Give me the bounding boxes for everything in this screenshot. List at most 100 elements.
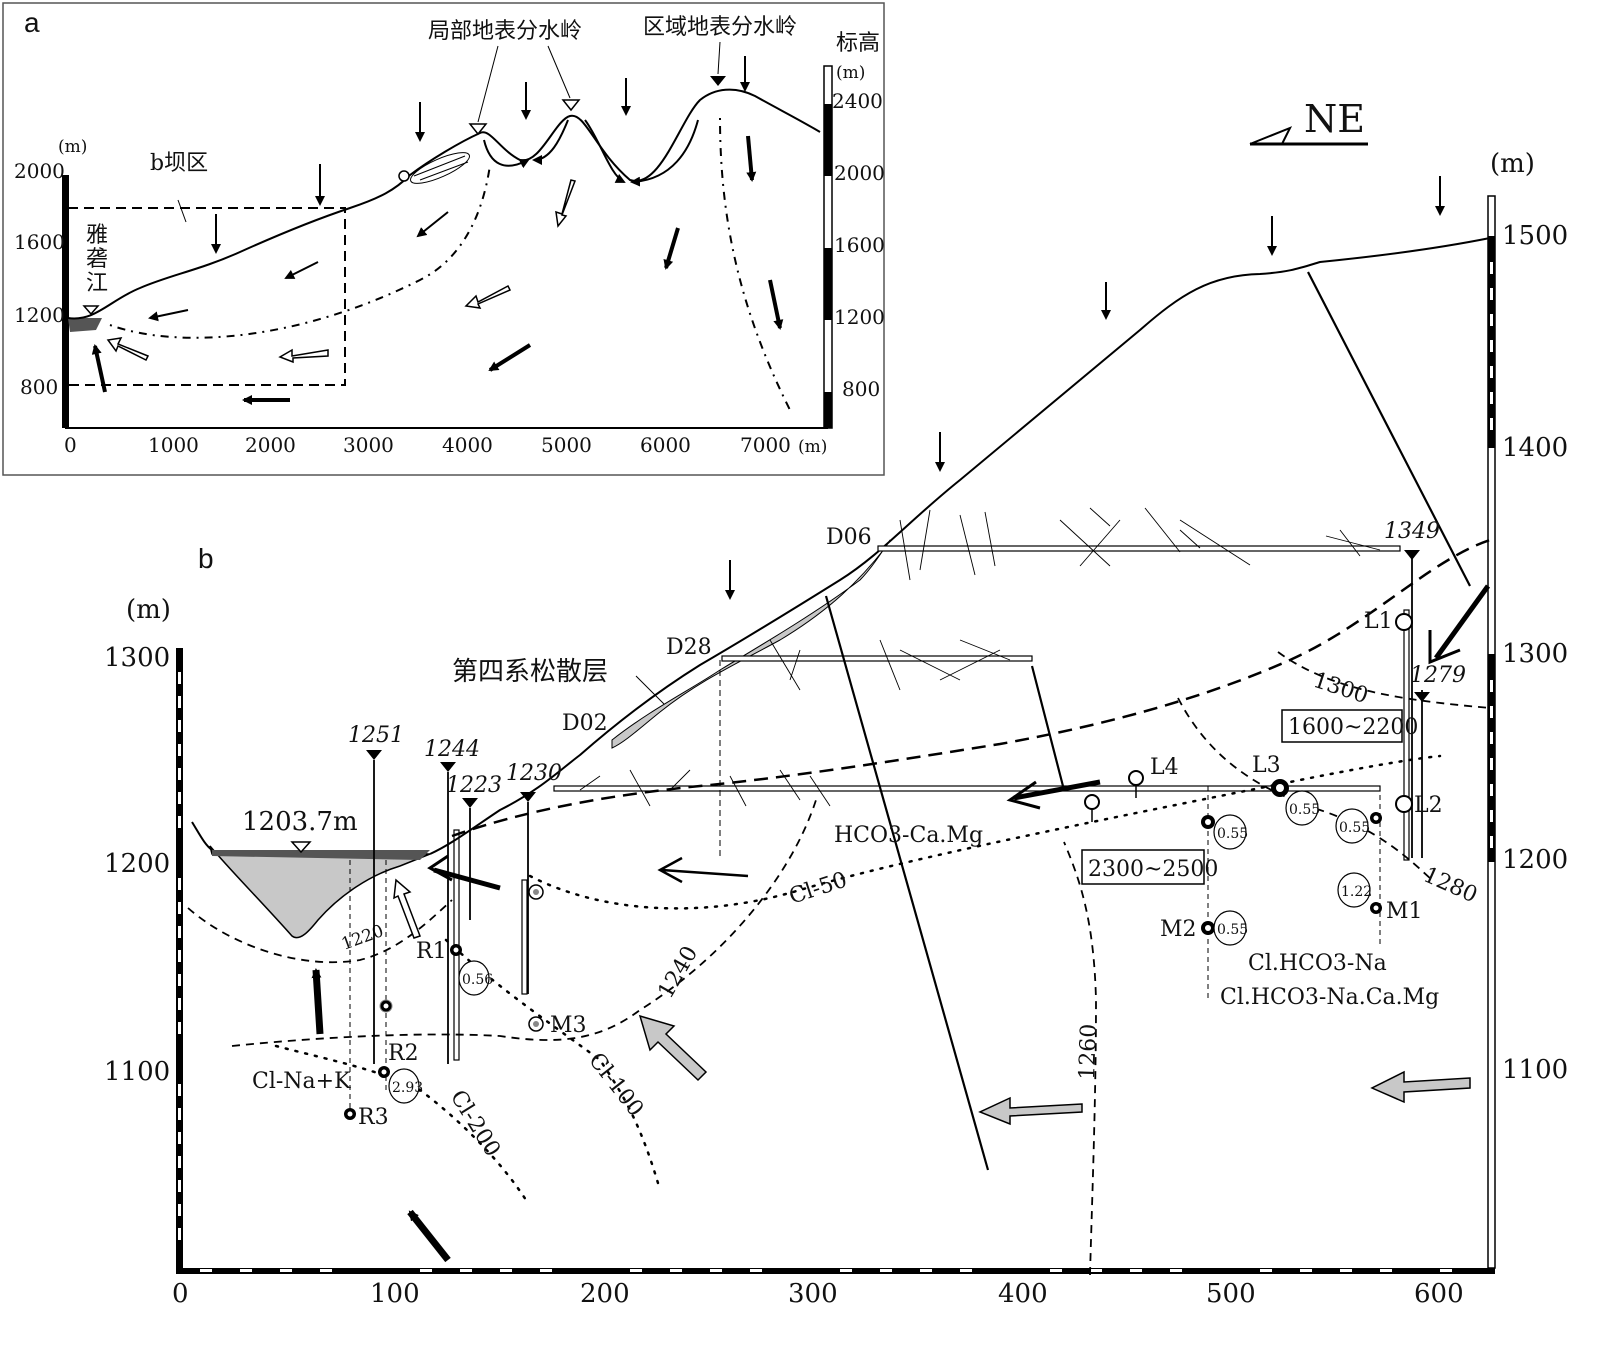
panel-a-xtick: 7000 xyxy=(740,433,791,457)
terrain-profile xyxy=(191,237,1491,855)
panel-a-unit-right: (m) xyxy=(836,63,865,83)
panel-a-ytick-right: 2000 xyxy=(834,161,885,185)
flow-arrows xyxy=(91,119,784,405)
panel-b-unit-right: (m) xyxy=(1490,149,1535,179)
contour-label: 1300 xyxy=(1310,668,1371,709)
ratio-value: 0.55 xyxy=(1217,922,1248,938)
panel-b-unit-left: (m) xyxy=(126,595,171,625)
ratio-value: 0.55 xyxy=(1217,826,1248,842)
ratio-value: 0.55 xyxy=(1339,820,1370,836)
panel-a-unit-left: (m) xyxy=(58,137,87,157)
contour-label: 1280 xyxy=(1420,863,1481,909)
well-level: 1349 xyxy=(1384,519,1440,544)
adits: D06 D28 D02 xyxy=(553,525,1401,858)
svg-text:砻: 砻 xyxy=(86,247,108,272)
point-label: R3 xyxy=(358,1105,389,1130)
panel-b-ytick-right: 1300 xyxy=(1502,639,1568,669)
adit-label: D02 xyxy=(562,711,608,736)
panel-b-ytick-right: 1100 xyxy=(1502,1055,1568,1085)
cl-label: Cl-50 xyxy=(786,868,850,910)
panel-b-letter: b xyxy=(198,543,214,574)
contour-label: 1240 xyxy=(654,942,704,1003)
panel-b-ytick-right: 1200 xyxy=(1502,845,1568,875)
age-box xyxy=(1081,849,1205,885)
dam-zone-label: b坝区 xyxy=(150,151,208,176)
panel-a-xtick: 4000 xyxy=(442,433,493,457)
age-box-label: 2300~2500 xyxy=(1088,857,1218,882)
regional-divide-label: 区域地表分水岭 xyxy=(643,15,797,40)
hollow-flow-arrows xyxy=(393,878,1471,1126)
panel-a-xtick: 0 xyxy=(64,433,77,457)
ratio-value: 2.93 xyxy=(392,1080,423,1096)
panel-b-ytick-right: 1400 xyxy=(1502,433,1568,463)
cl-label: Cl-200 xyxy=(445,1086,505,1161)
water-table xyxy=(451,538,1491,838)
panel-a-xtick: 1000 xyxy=(148,433,199,457)
quaternary-strip xyxy=(611,539,891,749)
well-level: 1223 xyxy=(446,773,502,798)
ratio-value: 0.56 xyxy=(462,972,493,988)
point-label: L3 xyxy=(1252,753,1281,778)
panel-b-x-axis xyxy=(176,1268,1495,1274)
adit-label: D06 xyxy=(826,525,872,550)
point-label: L2 xyxy=(1414,793,1443,818)
panel-a: a (m) 2000 1600 1200 800 标高 (m) 2400 200… xyxy=(2,2,885,476)
panel-a-ytick: 1200 xyxy=(14,303,65,327)
panel-a-ylabel-right: 标高 xyxy=(836,31,880,56)
panel-a-letter: a xyxy=(24,7,40,38)
river-label: 雅 xyxy=(86,223,108,248)
fractures xyxy=(579,507,1381,807)
well-level: 1251 xyxy=(348,723,404,748)
contour-label: 1260 xyxy=(1075,1023,1102,1080)
panel-a-ytick: 1600 xyxy=(14,230,65,254)
point-label: M2 xyxy=(1160,917,1197,942)
river-water xyxy=(68,318,102,332)
panel-a-frame xyxy=(2,2,885,476)
panel-b-xtick: 100 xyxy=(370,1279,420,1309)
point-label: R2 xyxy=(388,1041,419,1066)
hydro-type: Cl.HCO3-Na.Ca.Mg xyxy=(1220,985,1439,1010)
well-level: 1244 xyxy=(424,737,480,762)
ratio-value: 1.22 xyxy=(1341,884,1372,900)
flow-boundary xyxy=(109,164,491,339)
direction-label: NE xyxy=(1304,97,1365,141)
panel-b-ytick-right: 1500 xyxy=(1502,221,1568,251)
panel-b-ytick: 1300 xyxy=(104,643,170,673)
panel-a-xtick: 5000 xyxy=(541,433,592,457)
panel-b-ytick: 1100 xyxy=(104,1057,170,1087)
hydro-type: Cl.HCO3-Na xyxy=(1248,951,1387,976)
ratio-circles xyxy=(388,790,1371,1104)
regional-boundary xyxy=(719,117,791,411)
panel-a-xtick: 3000 xyxy=(343,433,394,457)
panel-a-ytick-right: 1200 xyxy=(834,305,885,329)
adit-label: D28 xyxy=(666,635,712,660)
quaternary-label: 第四系松散层 xyxy=(452,657,608,687)
hydro-type: Cl-Na+K xyxy=(252,1069,351,1094)
flow-hollow-arrows xyxy=(106,179,577,364)
panel-a-ytick-right: 2400 xyxy=(832,89,883,113)
panel-b-xtick: 500 xyxy=(1206,1279,1256,1309)
point-label: L1 xyxy=(1364,609,1393,634)
panel-a-ytick-right: 800 xyxy=(842,377,880,401)
panel-a-xunit: (m) xyxy=(798,437,827,457)
contour-label: 1220 xyxy=(339,921,386,955)
cl-label: Cl-100 xyxy=(583,1048,648,1121)
sample-lines xyxy=(349,786,1381,1112)
point-label: M3 xyxy=(550,1013,587,1038)
panel-b-xtick: 300 xyxy=(788,1279,838,1309)
river-sediment xyxy=(209,845,431,939)
river-water xyxy=(212,850,430,860)
chloride-lines xyxy=(274,754,1442,1202)
age-box-label: 1600~2200 xyxy=(1288,715,1418,740)
panel-a-xtick: 6000 xyxy=(640,433,691,457)
ratio-value: 0.55 xyxy=(1289,802,1320,818)
head-contours xyxy=(187,651,1491,1276)
recharge-arrows xyxy=(211,56,750,254)
panel-b-xtick: 200 xyxy=(580,1279,630,1309)
age-box xyxy=(1281,709,1403,743)
recharge-arrows xyxy=(725,176,1445,600)
panel-b-xtick: 400 xyxy=(998,1279,1048,1309)
panel-a-ytick: 800 xyxy=(20,375,58,399)
